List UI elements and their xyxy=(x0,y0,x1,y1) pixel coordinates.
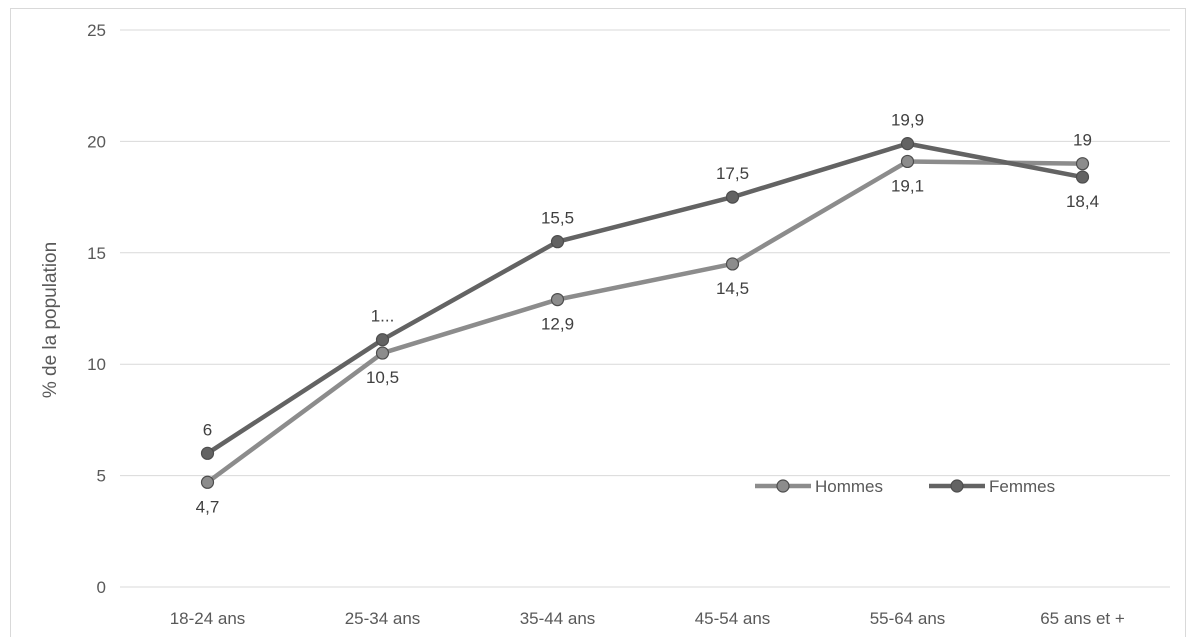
y-axis-label: % de la population xyxy=(40,242,61,398)
x-tick-label: 55-64 ans xyxy=(870,609,946,628)
y-tick-label: 10 xyxy=(87,355,106,374)
data-point-femmes xyxy=(200,446,215,460)
x-tick-label: 35-44 ans xyxy=(520,609,596,628)
x-axis-ticks: 18-24 ans 25-34 ans 35-44 ans 45-54 ans 55-6… xyxy=(170,609,1125,628)
legend: Hommes Femmes xyxy=(755,477,1055,496)
data-label-femmes: 17,5 xyxy=(716,164,749,183)
data-label-femmes: 19,9 xyxy=(891,111,924,130)
data-labels: 4,7 10,5 12,9 14,5 19,1 19 6 1... 15,5 17,5 19,9 18… xyxy=(196,111,1099,517)
data-label-hommes: 19 xyxy=(1073,131,1092,150)
y-tick-label: 5 xyxy=(97,467,106,486)
gridlines xyxy=(120,29,1170,588)
data-label-hommes: 10,5 xyxy=(366,368,399,387)
y-tick-label: 0 xyxy=(97,578,106,597)
legend-item-femmes: Femmes xyxy=(929,477,1055,496)
data-label-femmes: 15,5 xyxy=(541,209,574,228)
legend-marker xyxy=(950,479,964,493)
legend-marker xyxy=(776,479,790,493)
x-tick-label: 18-24 ans xyxy=(170,609,246,628)
y-tick-label: 15 xyxy=(87,244,106,263)
data-point-femmes xyxy=(375,333,390,347)
data-label-hommes: 12,9 xyxy=(541,315,574,334)
data-point-femmes xyxy=(900,137,915,151)
data-point-hommes xyxy=(200,475,215,489)
data-label-hommes: 19,1 xyxy=(891,176,924,195)
data-point-hommes xyxy=(1075,157,1090,171)
data-point-hommes xyxy=(725,257,740,271)
data-label-femmes: 18,4 xyxy=(1066,192,1099,211)
legend-item-hommes: Hommes xyxy=(755,477,883,496)
series-line-hommes xyxy=(206,159,1083,485)
x-tick-label: 25-34 ans xyxy=(345,609,421,628)
chart-area xyxy=(10,8,1186,637)
y-tick-label: 25 xyxy=(87,21,106,40)
data-label-hommes: 4,7 xyxy=(196,497,220,516)
y-tick-label: 20 xyxy=(87,132,106,151)
data-label-femmes: 1... xyxy=(371,307,395,326)
data-label-hommes: 14,5 xyxy=(716,279,749,298)
data-point-hommes xyxy=(900,154,915,169)
x-tick-label: 45-54 ans xyxy=(695,609,771,628)
data-point-femmes xyxy=(550,235,565,249)
y-axis-ticks: 0 5 10 15 20 25 xyxy=(87,21,106,597)
legend-label: Femmes xyxy=(989,477,1055,496)
series-line-femmes xyxy=(206,141,1083,456)
data-point-hommes xyxy=(550,292,565,307)
series-lines xyxy=(200,137,1090,489)
data-label-femmes: 6 xyxy=(203,420,212,439)
legend-label: Hommes xyxy=(815,477,883,496)
data-point-femmes xyxy=(725,190,740,204)
data-point-femmes xyxy=(1075,170,1090,184)
data-point-hommes xyxy=(375,346,390,360)
x-tick-label: 65 ans et + xyxy=(1040,609,1125,628)
